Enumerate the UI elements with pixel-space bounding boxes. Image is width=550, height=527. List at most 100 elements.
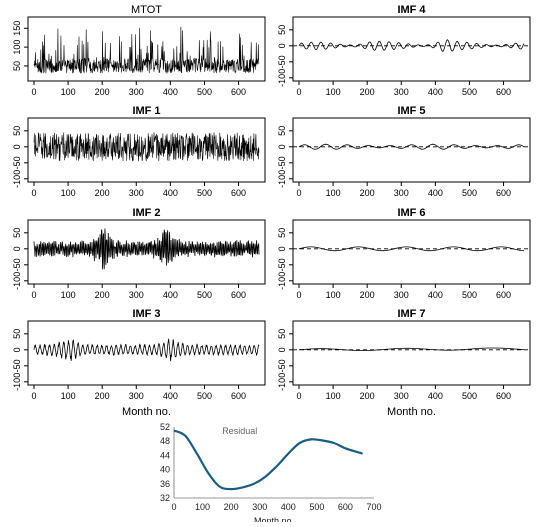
x-tick-label: 0 [31, 87, 36, 97]
x-tick-label: 100 [195, 502, 210, 512]
x-tick-label: 600 [496, 87, 511, 97]
x-axis-label: Month no. [387, 406, 436, 418]
x-tick-label: 0 [31, 188, 36, 198]
x-tick-label: 400 [163, 391, 178, 401]
plot-frame [292, 320, 531, 386]
x-tick-label: 200 [360, 391, 375, 401]
x-tick-label: 400 [428, 188, 443, 198]
panel-imf-1: IMF 1 0 100 200 300 400 500 600 -100-50 0 50 [12, 105, 266, 198]
y-tick-label: 50 [277, 228, 287, 238]
x-tick-label: 300 [394, 391, 409, 401]
residual-line [173, 429, 363, 491]
x-tick-label: 100 [326, 290, 341, 300]
x-tick-label: 500 [197, 188, 212, 198]
x-tick-label: 400 [163, 188, 178, 198]
panel-title: MTOT [131, 4, 162, 16]
panel-imf-7: IMF 7 0 100 200 300 400 500 600 -100-50 0 50 Month … [277, 308, 531, 418]
y-tick-label: 50 [277, 126, 287, 136]
y-tick-label: -100 [12, 272, 22, 290]
panel-imf-6: IMF 6 0 100 200 300 400 500 600 -100-50 0 50 [277, 207, 531, 300]
x-tick-label: 500 [197, 391, 212, 401]
x-tick-label: 300 [394, 290, 409, 300]
x-tick-label: 300 [129, 290, 144, 300]
x-tick-label: 200 [95, 188, 110, 198]
panel-imf-3: IMF 3 0 100 200 300 400 500 600 -100-50 0 50 Month … [12, 308, 266, 418]
y-tick-label: 36 [160, 479, 170, 489]
y-tick-label: 0 [12, 144, 22, 149]
x-tick-label: 400 [281, 502, 296, 512]
x-tick-label: 300 [252, 502, 267, 512]
x-tick-label: 600 [231, 290, 246, 300]
x-tick-label: 400 [428, 391, 443, 401]
y-tick-label: 0 [12, 347, 22, 352]
x-tick-label: 0 [171, 502, 176, 512]
y-tick-label: 50 [12, 329, 22, 339]
y-tick-label: 32 [160, 493, 170, 503]
x-tick-label: 600 [231, 87, 246, 97]
y-tick-label: 50 [12, 126, 22, 136]
panel-title: IMF 2 [132, 207, 160, 219]
x-tick-label: 100 [61, 290, 76, 300]
y-tick-label: -100 [277, 272, 287, 290]
x-tick-label: 500 [462, 87, 477, 97]
x-tick-label: 200 [360, 87, 375, 97]
y-tick-label: 44 [160, 450, 170, 460]
y-tick-label: -100 [12, 373, 22, 391]
plot-frame [292, 219, 531, 285]
y-tick-label: 0 [12, 246, 22, 251]
plot-frame [27, 219, 266, 285]
x-tick-label: 600 [496, 391, 511, 401]
x-tick-label: 500 [462, 290, 477, 300]
y-tick-label: 0 [277, 144, 287, 149]
x-tick-label: 600 [496, 290, 511, 300]
panel-mtot: MTOT 0 100 200 300 400 500 600 50 100 150 [12, 4, 266, 97]
x-tick-label: 0 [296, 87, 301, 97]
x-tick-label: 100 [61, 188, 76, 198]
signal-line [298, 347, 525, 351]
x-tick-label: 0 [296, 391, 301, 401]
y-tick-label: 48 [160, 436, 170, 446]
x-tick-label: 500 [197, 87, 212, 97]
y-tick-label: -100 [277, 373, 287, 391]
plot-frame [292, 117, 531, 183]
y-tick-label: 0 [277, 246, 287, 251]
y-tick-label: -50 [277, 258, 287, 271]
x-tick-label: 200 [360, 290, 375, 300]
x-tick-label: 100 [61, 391, 76, 401]
y-tick-label: -50 [277, 55, 287, 68]
residual-title: Residual [222, 426, 257, 436]
x-tick-label: 400 [163, 290, 178, 300]
panel-title: IMF 7 [397, 308, 425, 320]
signal-line [33, 26, 260, 74]
x-tick-label: 500 [462, 391, 477, 401]
panel-title: IMF 1 [132, 105, 160, 117]
x-tick-label: 400 [163, 87, 178, 97]
y-tick-label: -50 [277, 359, 287, 372]
x-tick-label: 300 [129, 391, 144, 401]
y-tick-label: 150 [12, 21, 22, 36]
y-tick-label: -50 [277, 156, 287, 169]
plot-frame [27, 117, 266, 183]
x-tick-label: 100 [326, 87, 341, 97]
x-tick-label: 300 [394, 87, 409, 97]
signal-line [33, 228, 260, 270]
y-tick-label: -100 [12, 170, 22, 188]
x-tick-label: 600 [231, 188, 246, 198]
panel-title: IMF 6 [397, 207, 425, 219]
panel-imf-5: IMF 5 0 100 200 300 400 500 600 -100-50 0 50 [277, 105, 531, 198]
y-tick-label: 52 [160, 422, 170, 432]
plot-frame [292, 16, 531, 82]
panel-imf-2: IMF 2 0 100 200 300 400 500 600 -100-50 0 50 [12, 207, 266, 300]
signal-line [33, 132, 260, 162]
y-tick-label: -50 [12, 156, 22, 169]
x-tick-label: 100 [326, 188, 341, 198]
x-tick-label: 500 [197, 290, 212, 300]
x-tick-label: 0 [296, 188, 301, 198]
x-axis-label: Month no. [122, 406, 171, 418]
y-tick-label: -100 [277, 170, 287, 188]
panel-residual: 32 36 40 44 48 52 0 100 200 300 400 500 600 700 Residu… [160, 422, 382, 526]
x-tick-label: 300 [129, 188, 144, 198]
y-tick-label: 0 [277, 43, 287, 48]
